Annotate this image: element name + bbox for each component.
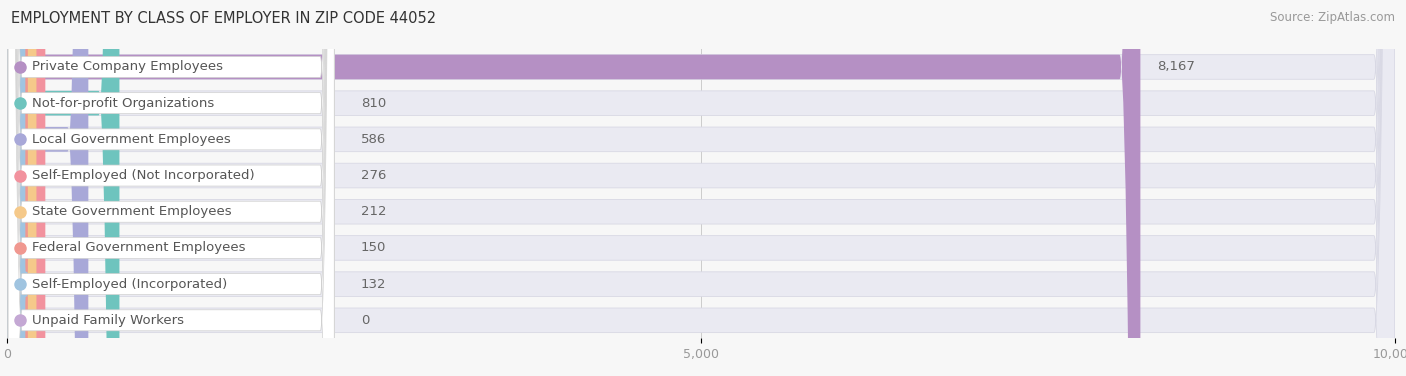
FancyBboxPatch shape bbox=[7, 0, 37, 376]
FancyBboxPatch shape bbox=[7, 0, 28, 376]
Text: Self-Employed (Incorporated): Self-Employed (Incorporated) bbox=[32, 277, 226, 291]
Text: 586: 586 bbox=[361, 133, 387, 146]
FancyBboxPatch shape bbox=[7, 0, 1395, 376]
Text: 810: 810 bbox=[361, 97, 387, 110]
Text: Private Company Employees: Private Company Employees bbox=[32, 61, 222, 73]
FancyBboxPatch shape bbox=[7, 0, 1395, 376]
FancyBboxPatch shape bbox=[7, 0, 1395, 376]
Text: 276: 276 bbox=[361, 169, 387, 182]
FancyBboxPatch shape bbox=[7, 0, 1395, 376]
FancyBboxPatch shape bbox=[7, 0, 120, 376]
FancyBboxPatch shape bbox=[8, 0, 335, 376]
FancyBboxPatch shape bbox=[7, 0, 1395, 376]
FancyBboxPatch shape bbox=[7, 0, 1140, 376]
FancyBboxPatch shape bbox=[7, 0, 1395, 376]
Text: 132: 132 bbox=[361, 277, 387, 291]
Text: Local Government Employees: Local Government Employees bbox=[32, 133, 231, 146]
Text: 150: 150 bbox=[361, 241, 387, 255]
Text: 212: 212 bbox=[361, 205, 387, 218]
Text: EMPLOYMENT BY CLASS OF EMPLOYER IN ZIP CODE 44052: EMPLOYMENT BY CLASS OF EMPLOYER IN ZIP C… bbox=[11, 11, 436, 26]
FancyBboxPatch shape bbox=[4, 0, 28, 376]
FancyBboxPatch shape bbox=[8, 0, 335, 376]
Text: Self-Employed (Not Incorporated): Self-Employed (Not Incorporated) bbox=[32, 169, 254, 182]
Text: 8,167: 8,167 bbox=[1157, 61, 1195, 73]
FancyBboxPatch shape bbox=[8, 0, 335, 376]
Text: Unpaid Family Workers: Unpaid Family Workers bbox=[32, 314, 184, 327]
FancyBboxPatch shape bbox=[8, 0, 335, 376]
FancyBboxPatch shape bbox=[7, 0, 1395, 376]
FancyBboxPatch shape bbox=[8, 0, 335, 376]
Text: Not-for-profit Organizations: Not-for-profit Organizations bbox=[32, 97, 214, 110]
FancyBboxPatch shape bbox=[7, 0, 89, 376]
Text: Federal Government Employees: Federal Government Employees bbox=[32, 241, 245, 255]
FancyBboxPatch shape bbox=[8, 0, 335, 376]
Text: 0: 0 bbox=[361, 314, 370, 327]
FancyBboxPatch shape bbox=[8, 0, 335, 376]
Text: State Government Employees: State Government Employees bbox=[32, 205, 232, 218]
FancyBboxPatch shape bbox=[8, 0, 335, 376]
FancyBboxPatch shape bbox=[7, 0, 1395, 376]
FancyBboxPatch shape bbox=[7, 0, 45, 376]
Text: Source: ZipAtlas.com: Source: ZipAtlas.com bbox=[1270, 11, 1395, 24]
